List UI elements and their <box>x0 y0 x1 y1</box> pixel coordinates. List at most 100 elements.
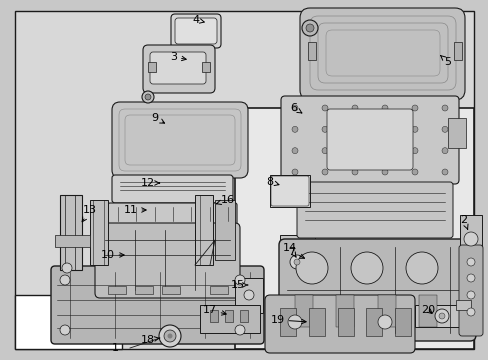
Bar <box>280 308 295 336</box>
Bar <box>308 308 324 336</box>
Text: 13: 13 <box>82 205 97 222</box>
Circle shape <box>381 126 387 132</box>
Circle shape <box>321 148 327 154</box>
Bar <box>240 310 247 322</box>
FancyBboxPatch shape <box>112 175 232 203</box>
Bar <box>209 310 218 322</box>
Bar <box>234 108 473 349</box>
Text: 11: 11 <box>124 205 146 215</box>
Text: 6: 6 <box>290 103 301 113</box>
Text: 19: 19 <box>270 315 305 325</box>
FancyBboxPatch shape <box>281 96 458 184</box>
Circle shape <box>411 148 417 154</box>
Circle shape <box>293 259 299 265</box>
Circle shape <box>295 252 327 284</box>
Circle shape <box>235 325 244 335</box>
Circle shape <box>291 169 297 175</box>
FancyBboxPatch shape <box>142 45 215 93</box>
Bar <box>414 305 459 327</box>
Bar <box>447 118 465 148</box>
Circle shape <box>351 148 357 154</box>
Circle shape <box>381 148 387 154</box>
Bar <box>337 308 353 336</box>
Circle shape <box>350 252 382 284</box>
Circle shape <box>321 105 327 111</box>
FancyBboxPatch shape <box>296 182 452 238</box>
Bar <box>90 200 108 265</box>
Circle shape <box>142 91 154 103</box>
Circle shape <box>438 313 444 319</box>
Circle shape <box>60 325 70 335</box>
Circle shape <box>466 274 474 282</box>
Text: 10: 10 <box>101 250 124 260</box>
Circle shape <box>145 94 151 100</box>
Bar <box>55 235 90 247</box>
Circle shape <box>163 330 176 342</box>
Bar <box>195 195 213 265</box>
Bar <box>294 295 312 327</box>
Circle shape <box>463 232 477 246</box>
Bar <box>108 286 126 294</box>
Circle shape <box>62 263 72 273</box>
FancyBboxPatch shape <box>112 102 247 178</box>
Text: 17: 17 <box>203 305 226 315</box>
Circle shape <box>411 169 417 175</box>
Bar <box>209 286 227 294</box>
Bar <box>235 278 263 313</box>
Circle shape <box>466 308 474 316</box>
Bar <box>15 295 122 349</box>
Text: 14: 14 <box>283 243 296 257</box>
Circle shape <box>291 148 297 154</box>
Circle shape <box>291 126 297 132</box>
Circle shape <box>289 255 304 269</box>
Circle shape <box>441 169 447 175</box>
Text: 15: 15 <box>230 280 247 290</box>
Circle shape <box>434 309 448 323</box>
Circle shape <box>167 333 172 338</box>
FancyBboxPatch shape <box>279 239 475 341</box>
Circle shape <box>351 126 357 132</box>
Text: 4: 4 <box>192 15 204 25</box>
Bar <box>60 195 82 270</box>
Circle shape <box>411 126 417 132</box>
Bar <box>366 308 382 336</box>
Circle shape <box>441 105 447 111</box>
Bar <box>394 308 410 336</box>
Text: 2: 2 <box>460 215 467 229</box>
Circle shape <box>287 315 302 329</box>
Circle shape <box>441 148 447 154</box>
FancyBboxPatch shape <box>95 223 240 298</box>
Bar <box>453 42 461 60</box>
Bar <box>200 305 260 333</box>
Circle shape <box>291 105 297 111</box>
FancyBboxPatch shape <box>264 295 414 353</box>
Circle shape <box>321 126 327 132</box>
FancyBboxPatch shape <box>150 52 205 84</box>
Circle shape <box>466 258 474 266</box>
Bar <box>307 42 315 60</box>
Circle shape <box>305 24 313 32</box>
FancyBboxPatch shape <box>458 245 482 336</box>
Circle shape <box>405 252 437 284</box>
FancyBboxPatch shape <box>326 109 412 170</box>
Bar <box>336 295 353 327</box>
Circle shape <box>411 105 417 111</box>
FancyBboxPatch shape <box>175 18 217 44</box>
FancyBboxPatch shape <box>51 266 264 344</box>
Bar <box>459 295 477 327</box>
Circle shape <box>244 290 253 300</box>
Bar <box>377 295 395 327</box>
Text: 16: 16 <box>216 195 235 205</box>
Circle shape <box>351 169 357 175</box>
Text: 1: 1 <box>111 343 118 353</box>
Bar <box>135 286 153 294</box>
Text: 18: 18 <box>141 335 159 345</box>
FancyBboxPatch shape <box>171 14 221 48</box>
Bar <box>224 310 232 322</box>
Bar <box>455 300 470 310</box>
Text: 3: 3 <box>170 52 186 62</box>
FancyBboxPatch shape <box>270 176 308 206</box>
Circle shape <box>381 169 387 175</box>
FancyBboxPatch shape <box>108 203 237 225</box>
Circle shape <box>466 291 474 299</box>
